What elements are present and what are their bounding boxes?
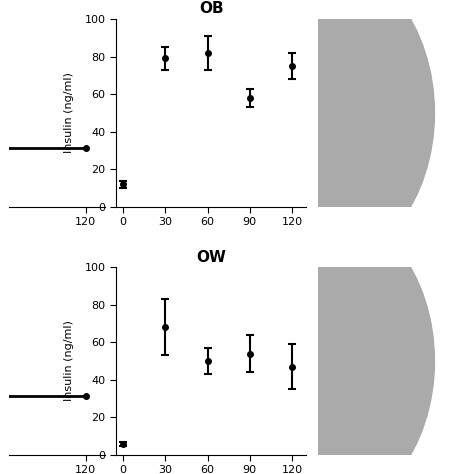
Y-axis label: Insulin (ng/ml): Insulin (ng/ml) [64,73,74,154]
Y-axis label: Insulin (ng/ml): Insulin (ng/ml) [64,320,74,401]
Circle shape [185,201,435,474]
Title: OB: OB [199,1,223,17]
Title: OW: OW [196,249,226,264]
Circle shape [185,0,435,273]
